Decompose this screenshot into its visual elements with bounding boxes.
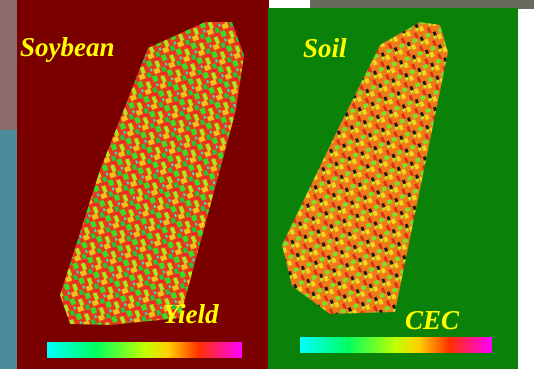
- cec-panel-measure: CEC: [405, 305, 460, 335]
- slide: Soybean Yield Soil CEC: [0, 0, 534, 369]
- yield-color-scale: [47, 342, 242, 358]
- cec-panel-title: Soil: [303, 33, 347, 63]
- yield-panel-title: Soybean: [20, 32, 115, 62]
- yield-panel-measure: Yield: [163, 299, 219, 329]
- top-photo-strip: [310, 0, 534, 9]
- cec-color-scale: [300, 337, 492, 353]
